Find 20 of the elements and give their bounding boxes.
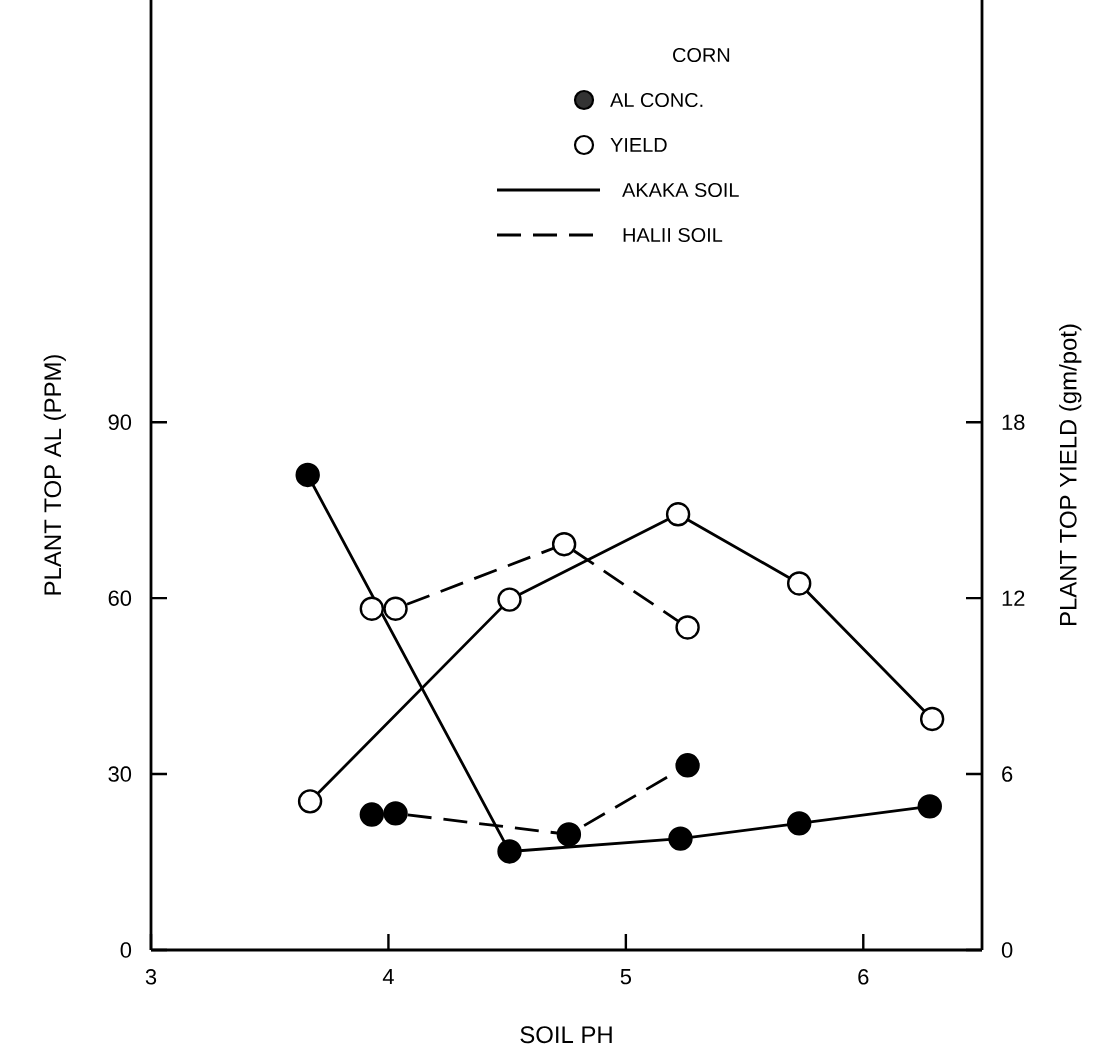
x-tick-label: 5 xyxy=(620,969,632,985)
y2-tick-label: 0 xyxy=(1001,942,1013,958)
x-tick-label: 4 xyxy=(382,969,394,985)
x-tick-label: 6 xyxy=(858,969,869,985)
y2-tick-label: 18 xyxy=(1002,414,1025,430)
y2-tick-label: 6 xyxy=(1002,766,1013,782)
y2-tick-label: 12 xyxy=(1002,590,1025,606)
y-axis-title: PLANT TOP AL (PPM) xyxy=(43,355,66,595)
annotation: YIELD xyxy=(610,138,667,152)
annotation: HALII SOIL xyxy=(623,227,723,243)
y-tick-label: 90 xyxy=(108,414,132,430)
x-tick-label: 3 xyxy=(145,969,157,985)
y-tick-label: 60 xyxy=(108,590,132,606)
x-axis-title: SOIL PH xyxy=(520,1026,612,1044)
y2-axis-title: PLANT TOP YIELD (gm/pot) xyxy=(1059,324,1082,625)
y-tick-label: 0 xyxy=(120,942,132,958)
annotation: AKAKA SOIL xyxy=(622,182,739,198)
legend-title: CORN xyxy=(673,47,730,63)
annotation: AL CONC. xyxy=(610,92,703,108)
y-tick-label: 30 xyxy=(108,766,132,782)
